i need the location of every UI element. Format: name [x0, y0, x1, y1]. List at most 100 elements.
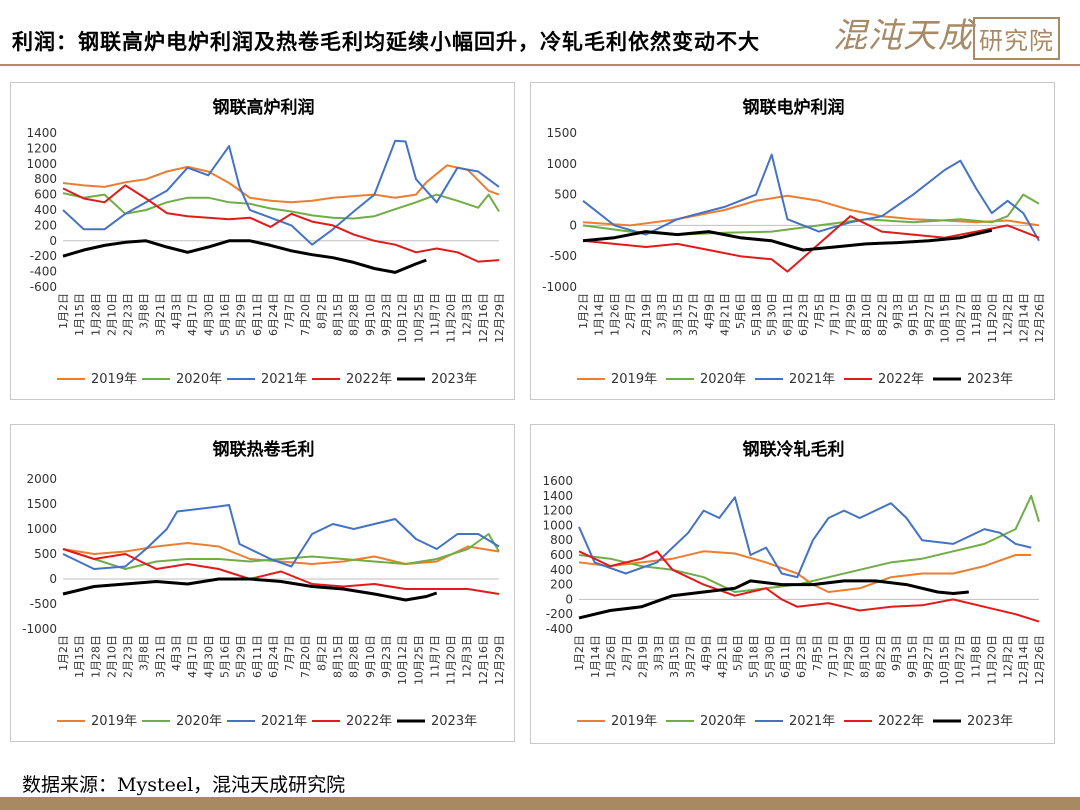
- legend-label: 2021年: [261, 372, 307, 387]
- y-tick-label: 1000: [546, 157, 577, 171]
- x-tick-label: 4月21日: [716, 635, 729, 678]
- x-tick-label: 6月11日: [779, 635, 792, 678]
- x-tick-label: 5月6日: [732, 635, 745, 671]
- x-tick-label: 7月7日: [283, 293, 296, 329]
- legend-label: 2023年: [967, 372, 1013, 387]
- x-tick-label: 5月30日: [766, 293, 779, 336]
- legend-label: 2022年: [878, 372, 924, 387]
- x-tick-label: 7月7日: [283, 635, 296, 671]
- x-tick-label: 8月28日: [348, 635, 361, 678]
- y-tick-label: 1400: [542, 489, 573, 503]
- x-tick-label: 3月21日: [154, 635, 167, 678]
- legend-label: 2019年: [91, 714, 137, 729]
- x-tick-label: 1月2日: [57, 635, 70, 671]
- y-tick-label: 2000: [26, 472, 57, 486]
- x-tick-label: 8月22日: [876, 293, 889, 336]
- x-tick-label: 12月29日: [493, 635, 506, 685]
- x-tick-label: 7月20日: [299, 635, 312, 678]
- y-tick-label: 800: [550, 533, 573, 547]
- series-line-2022: [62, 184, 500, 263]
- x-tick-label: 5月16日: [218, 293, 231, 336]
- x-tick-label: 6月24日: [267, 635, 280, 678]
- legend-label: 2020年: [700, 714, 746, 729]
- x-tick-label: 7月5日: [811, 635, 824, 671]
- y-tick-label: 500: [554, 188, 577, 202]
- y-tick-label: 0: [49, 572, 57, 586]
- x-tick-label: 9月10日: [364, 293, 377, 336]
- legend-label: 2019年: [91, 372, 137, 387]
- y-tick-label: -200: [30, 249, 57, 263]
- series-line-2023: [578, 579, 969, 620]
- y-tick-label: 1000: [26, 522, 57, 536]
- x-tick-label: 3月15日: [668, 635, 681, 678]
- x-tick-label: 1月2日: [57, 293, 70, 329]
- y-tick-label: 200: [550, 578, 573, 592]
- y-tick-label: 1200: [26, 141, 57, 155]
- x-tick-label: 11月20日: [985, 635, 998, 685]
- x-tick-label: 1月15日: [73, 635, 86, 678]
- x-tick-label: 6月11日: [251, 293, 264, 336]
- x-tick-label: 11月20日: [445, 635, 458, 685]
- y-tick-label: 0: [565, 592, 573, 606]
- x-tick-label: 4月3日: [170, 635, 183, 671]
- y-tick-label: 1000: [26, 157, 57, 171]
- chart-panel-blast-furnace-profit: 钢联高炉利润 -600 -400 -200 0 200 400 600 800 1000 1200 1…: [10, 82, 515, 400]
- series-line-2020: [578, 494, 1040, 593]
- y-tick-label: -1000: [22, 622, 57, 636]
- x-tick-label: 12月2日: [1002, 293, 1015, 336]
- y-tick-label: -400: [30, 265, 57, 279]
- x-tick-label: 1月26日: [608, 293, 621, 336]
- x-tick-label: 5月30日: [763, 635, 776, 678]
- legend-label: 2022年: [878, 714, 924, 729]
- y-tick-label: -200: [546, 607, 573, 621]
- legend-label: 2020年: [176, 372, 222, 387]
- header-divider: [0, 64, 1080, 66]
- chart-title: 钢联热卷毛利: [213, 439, 315, 460]
- x-tick-label: 12月2日: [1001, 635, 1014, 678]
- x-tick-label: 7月20日: [299, 293, 312, 336]
- legend-label: 2022年: [346, 714, 392, 729]
- x-tick-label: 11月7日: [428, 635, 441, 678]
- legend-label: 2021年: [789, 372, 835, 387]
- x-tick-label: 9月23日: [380, 293, 393, 336]
- x-tick-label: 2月7日: [621, 635, 634, 671]
- series-line-2022: [582, 215, 1040, 273]
- series-line-2021: [62, 504, 500, 570]
- series-line-2022: [578, 550, 1040, 623]
- series-line-2022: [62, 548, 500, 595]
- x-tick-label: 11月7日: [428, 293, 441, 336]
- x-tick-label: 2月10日: [105, 635, 118, 678]
- x-tick-label: 5月18日: [750, 293, 763, 336]
- series-line-2023: [582, 228, 993, 252]
- x-tick-label: 12月26日: [1033, 635, 1046, 685]
- x-tick-label: 8月28日: [348, 293, 361, 336]
- x-tick-label: 9月3日: [891, 293, 904, 329]
- x-tick-label: 8月10日: [860, 293, 873, 336]
- x-tick-label: 1月2日: [577, 293, 590, 329]
- x-tick-label: 1月2日: [573, 635, 586, 671]
- chart-blast-furnace-profit: 钢联高炉利润-600-400-2000200400600800100012001…: [26, 97, 506, 387]
- chart-cold-rolled-margin: 钢联冷轧毛利-400-20002004006008001000120014001…: [542, 439, 1046, 729]
- x-tick-label: 6月23日: [797, 293, 810, 336]
- legend-label: 2021年: [261, 714, 307, 729]
- page-title: 利润：钢联高炉电炉利润及热卷毛利均延续小幅回升，冷轧毛利依然变动不大: [12, 29, 760, 54]
- x-tick-label: 8月22日: [874, 635, 887, 678]
- x-tick-label: 4月30日: [202, 635, 215, 678]
- chart-electric-furnace-profit: 钢联电炉利润 -1000 -500 0 500 1000 1500 1月2日 1月14日 1月26…: [542, 97, 1046, 387]
- y-tick-label: 500: [34, 547, 57, 561]
- series-line-2019: [62, 164, 500, 204]
- x-tick-label: 3月15日: [671, 293, 684, 336]
- x-tick-label: 12月14日: [1017, 635, 1030, 685]
- x-tick-label: 1月15日: [73, 293, 86, 336]
- y-tick-label: 600: [34, 188, 57, 202]
- x-tick-label: 3月8日: [138, 635, 151, 671]
- y-tick-label: -400: [546, 622, 573, 636]
- legend-label: 2020年: [700, 372, 746, 387]
- y-tick-label: 400: [550, 563, 573, 577]
- x-tick-label: 10月25日: [412, 635, 425, 685]
- x-tick-label: 12月16日: [477, 635, 490, 685]
- data-source-note: 数据来源：Mysteel，混沌天成研究院: [22, 774, 346, 796]
- x-tick-label: 3月3日: [656, 293, 669, 329]
- x-tick-label: 9月15日: [906, 635, 919, 678]
- x-tick-label: 12月26日: [1033, 293, 1046, 343]
